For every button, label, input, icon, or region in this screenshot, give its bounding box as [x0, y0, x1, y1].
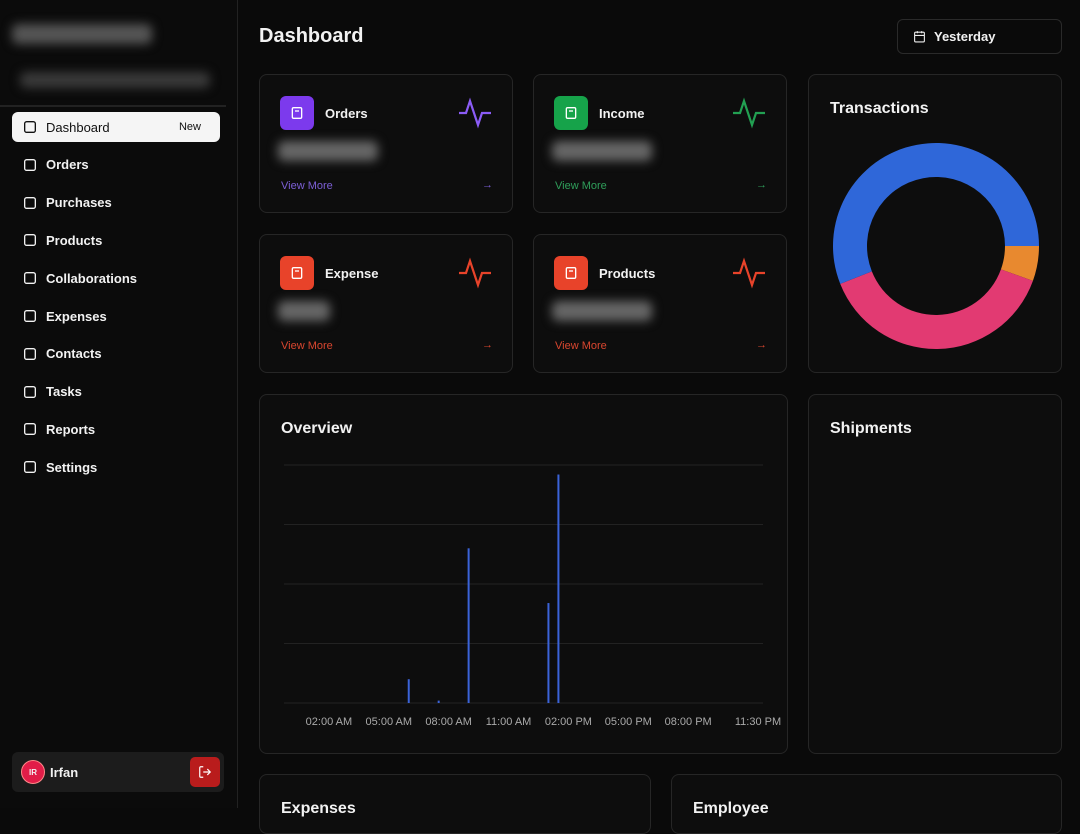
pulse-icon [732, 257, 766, 294]
nav-label: Settings [46, 459, 98, 475]
stat-icon [554, 256, 588, 290]
date-filter-label: Yesterday [934, 29, 996, 44]
sidebar: Dashboard New Orders Purchases Products Colla… [0, 0, 238, 808]
nav-item[interactable]: Collaborations [12, 263, 220, 293]
nav-label: Expenses [46, 308, 107, 324]
bar [467, 548, 470, 703]
avatar: IR [21, 760, 45, 784]
stat-title: Orders [325, 106, 368, 121]
stat-card: Products View More → [533, 234, 787, 373]
overview-card: Overview 02:00 AM 05:00 AM 08:00 AM 11:00 A… [259, 394, 788, 754]
transactions-card: Transactions [808, 74, 1062, 373]
x-tick-label: 11:00 AM [486, 716, 532, 728]
nav-item[interactable]: Products [12, 225, 220, 255]
stat-icon [280, 96, 314, 130]
stat-icon [554, 96, 588, 130]
nav-label: Orders [46, 157, 89, 173]
stat-card: Orders View More → [259, 74, 513, 213]
view-more[interactable]: View More [555, 340, 607, 352]
view-more[interactable]: View More [281, 180, 333, 192]
donut-segment [1000, 246, 1039, 281]
donut-chart [833, 143, 1039, 349]
nav-item[interactable]: Contacts [12, 339, 220, 369]
view-more[interactable]: View More [555, 180, 607, 192]
stat-title: Expense [325, 266, 379, 281]
pulse-icon [732, 97, 766, 134]
x-tick-label: 08:00 PM [665, 716, 712, 728]
stat-title: Income [599, 106, 645, 121]
card-title: Expenses [281, 800, 356, 817]
nav-item[interactable]: Tasks [12, 377, 220, 407]
nav-label: Reports [46, 421, 96, 437]
stat-card: Expense View More → [259, 234, 513, 373]
nav-badge: New [178, 121, 201, 133]
nav-item[interactable]: Purchases [12, 188, 220, 218]
blurred-value [278, 301, 330, 321]
view-more[interactable]: View More [281, 340, 333, 352]
blurred-store [20, 72, 210, 88]
stat-card: Income View More → [533, 74, 787, 213]
bar-chart: 02:00 AM 05:00 AM 08:00 AM 11:00 AM 02:00 PM… [284, 464, 781, 728]
nav-item[interactable]: Reports [12, 414, 220, 444]
blurred-value [552, 301, 652, 321]
x-tick-label: 11:30 PM [735, 716, 781, 728]
x-tick-label: 08:00 AM [425, 716, 471, 728]
card-title: Employee [693, 800, 769, 817]
nav-label: Products [46, 232, 103, 248]
nav-label: Contacts [46, 346, 102, 362]
nav-item[interactable]: Dashboard New [12, 112, 220, 142]
nav-item[interactable]: Orders [12, 150, 220, 180]
blurred-value [278, 141, 378, 161]
x-tick-label: 02:00 PM [545, 716, 592, 728]
pulse-icon [458, 97, 492, 134]
card-title: Shipments [830, 420, 912, 437]
expenses-card: Expenses [259, 774, 651, 834]
donut-segment [840, 269, 1033, 349]
arrow: → [756, 339, 767, 351]
blurred-brand [12, 24, 152, 44]
employee-card: Employee [671, 774, 1062, 834]
date-filter[interactable]: Yesterday [897, 19, 1062, 54]
shipments-card: Shipments [808, 394, 1062, 754]
bar [547, 603, 550, 703]
arrow: → [482, 339, 493, 351]
stat-icon [280, 256, 314, 290]
user-box: IR Irfan [12, 752, 224, 792]
nav-label: Tasks [46, 384, 82, 400]
x-tick-label: 02:00 AM [306, 716, 352, 728]
x-tick-label: 05:00 AM [366, 716, 412, 728]
arrow: → [756, 179, 767, 191]
bar [407, 679, 410, 703]
nav-item[interactable]: Expenses [12, 301, 220, 331]
nav-label: Dashboard [46, 119, 110, 135]
page-title: Dashboard [259, 25, 364, 47]
nav-label: Purchases [46, 195, 112, 211]
stat-title: Products [599, 266, 656, 281]
nav-item[interactable]: Settings [12, 452, 220, 482]
nav-label: Collaborations [46, 270, 138, 286]
divider [0, 105, 226, 107]
bar [437, 700, 440, 703]
card-title: Overview [281, 420, 353, 437]
bar [557, 474, 560, 703]
user-name: Irfan [50, 765, 79, 780]
arrow: → [482, 179, 493, 191]
card-title: Transactions [830, 100, 929, 117]
pulse-icon [458, 257, 492, 294]
x-tick-label: 05:00 PM [605, 716, 652, 728]
logout-button[interactable] [190, 757, 220, 787]
donut-segment [833, 143, 1039, 284]
blurred-value [552, 141, 652, 161]
